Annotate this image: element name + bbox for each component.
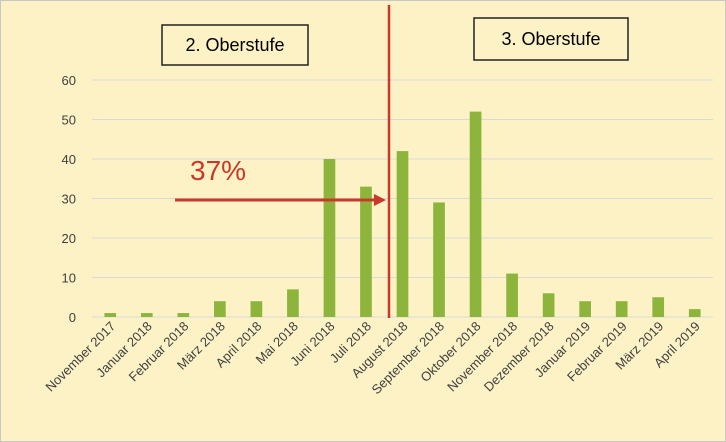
y-tick-label: 60 bbox=[62, 73, 76, 88]
annotation-box bbox=[473, 17, 629, 61]
bar bbox=[688, 309, 701, 317]
bar bbox=[104, 313, 117, 317]
bar bbox=[396, 151, 409, 317]
y-tick-label: 50 bbox=[62, 113, 76, 128]
y-tick-label: 20 bbox=[62, 231, 76, 246]
bar bbox=[140, 313, 153, 317]
bar bbox=[652, 297, 665, 317]
bar bbox=[250, 301, 263, 317]
bar bbox=[579, 301, 591, 317]
bar bbox=[542, 293, 555, 317]
bar bbox=[177, 313, 190, 317]
annotation: 37% bbox=[190, 155, 246, 186]
bar bbox=[214, 301, 226, 317]
y-tick-label: 10 bbox=[62, 271, 76, 286]
bar bbox=[506, 273, 518, 317]
annotation: 3. Oberstufe bbox=[501, 29, 600, 49]
bar bbox=[287, 289, 299, 317]
annotation: 2. Oberstufe bbox=[185, 35, 284, 55]
arrow-head bbox=[374, 194, 386, 206]
bar bbox=[469, 111, 482, 317]
y-tick-label: 30 bbox=[62, 192, 76, 207]
y-tick-label: 0 bbox=[69, 310, 76, 325]
annotation-box bbox=[161, 24, 309, 66]
bar bbox=[360, 186, 372, 317]
bar bbox=[615, 301, 628, 317]
y-tick-label: 40 bbox=[62, 152, 76, 167]
bar bbox=[323, 159, 336, 317]
bar bbox=[433, 202, 445, 317]
